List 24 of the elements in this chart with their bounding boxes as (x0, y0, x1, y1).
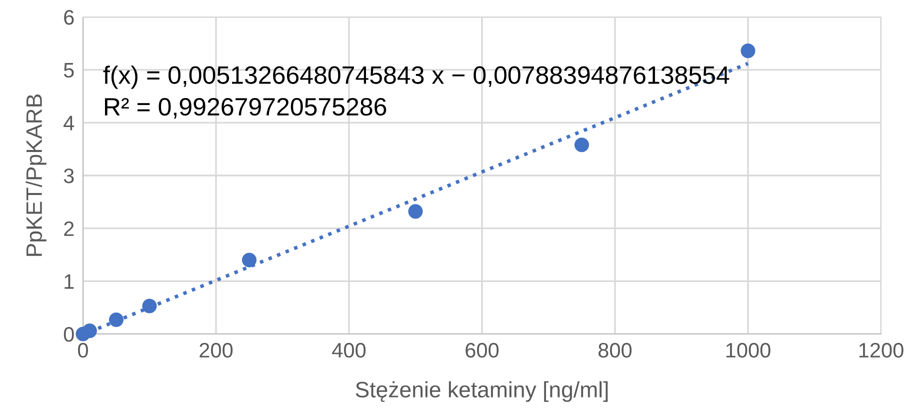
y-tick-label: 5 (64, 63, 74, 78)
y-axis-title: PpKET/PpKARB (26, 94, 46, 256)
x-tick-label: 1000 (726, 342, 770, 358)
y-tick-label: 1 (64, 274, 74, 289)
point (242, 252, 257, 268)
annotation: R² = 0,992679720575286 (105, 98, 386, 119)
point (82, 324, 97, 338)
x-tick-label: 800 (598, 342, 632, 358)
point (108, 312, 124, 328)
x-tick-label: 200 (200, 342, 233, 358)
point (740, 44, 756, 58)
x-tick-label: 0 (78, 342, 88, 358)
x-tick-label: 600 (466, 342, 499, 358)
point (574, 138, 590, 152)
point (142, 298, 157, 314)
x-tick-label: 1200 (859, 342, 904, 358)
y-tick-label: 3 (64, 168, 74, 184)
x-tick-label: 400 (332, 342, 366, 358)
y-tick-label: 4 (64, 116, 74, 130)
y-tick-label: 6 (64, 10, 74, 25)
y-tick-label: 0 (64, 327, 74, 342)
point (408, 204, 423, 219)
y-tick-label: 2 (64, 221, 74, 236)
x-axis-title: Stężenie ketaminy [ng/ml] (356, 381, 608, 402)
